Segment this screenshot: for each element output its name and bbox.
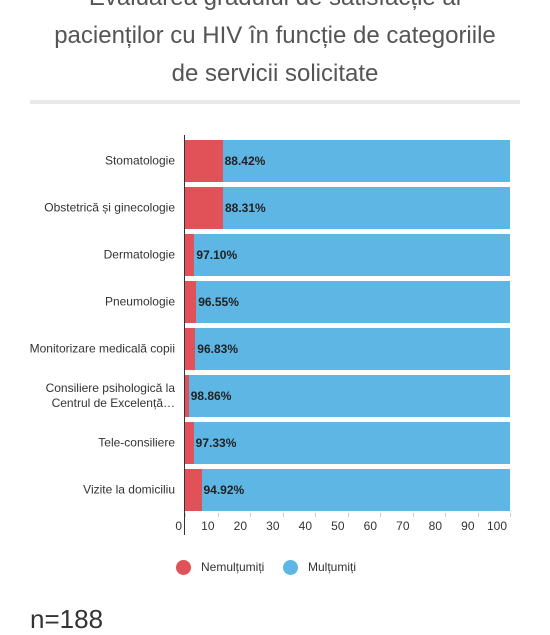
divider bbox=[30, 100, 520, 104]
x-tick-label: 20 bbox=[233, 519, 247, 533]
category-label: Obstetrică și ginecologie bbox=[5, 200, 175, 215]
x-tick-label: 0 bbox=[175, 519, 182, 533]
category-label: Consiliere psihologică la Centrul de Exc… bbox=[5, 381, 175, 411]
category-label: Dermatologie bbox=[5, 247, 175, 262]
category-text: Obstetrică și ginecologie bbox=[44, 200, 175, 214]
x-tick-label: 50 bbox=[331, 519, 345, 533]
tick-mark bbox=[185, 513, 186, 517]
tick-mark bbox=[477, 513, 479, 517]
bar-segment bbox=[201, 468, 510, 511]
category-text: Pneumologie bbox=[104, 294, 175, 308]
page: {"chart_data": {"type": "stacked-bar-hor… bbox=[5, 0, 520, 634]
bar-segment bbox=[185, 280, 197, 323]
category-label: Pneumologie bbox=[5, 294, 175, 309]
tick-mark bbox=[282, 513, 284, 517]
category-text: Vizite la domiciliu bbox=[83, 482, 175, 496]
tick-mark bbox=[380, 513, 381, 517]
bar-segment bbox=[196, 280, 510, 323]
data-label: 88.42% bbox=[224, 153, 266, 168]
tick-mark bbox=[347, 513, 349, 517]
bar-segment bbox=[193, 421, 510, 464]
x-tick-label: 90 bbox=[461, 519, 475, 533]
category-text: Dermatologie bbox=[103, 247, 175, 261]
x-tick-label: 70 bbox=[396, 519, 410, 533]
bar-segment bbox=[195, 327, 510, 370]
category-text: Monitorizare medicală copii bbox=[29, 341, 175, 355]
bar-segment bbox=[185, 421, 194, 464]
x-tick-label: 10 bbox=[201, 519, 215, 533]
data-label: 98.86% bbox=[190, 388, 232, 403]
bar-segment bbox=[222, 186, 510, 229]
x-tick-label: 80 bbox=[428, 519, 442, 533]
tick-mark bbox=[250, 513, 251, 517]
category-label: Tele-consiliere bbox=[5, 435, 175, 450]
bar-segment bbox=[185, 139, 223, 182]
legend-label: Mulțumiți bbox=[308, 560, 357, 574]
category-label: Stomatologie bbox=[5, 153, 175, 168]
category-text: Stomatologie bbox=[104, 153, 175, 167]
x-tick-label: 100 bbox=[486, 519, 507, 533]
tick-mark bbox=[510, 513, 511, 517]
legend-swatch bbox=[176, 560, 191, 575]
tick-mark bbox=[412, 513, 414, 517]
bar-segment bbox=[194, 233, 510, 276]
data-label: 97.10% bbox=[196, 247, 238, 262]
data-label: 94.92% bbox=[203, 482, 245, 497]
category-text: Tele-consiliere bbox=[98, 435, 175, 449]
bar-segment bbox=[185, 327, 196, 370]
y-axis-line bbox=[184, 135, 185, 535]
data-label: 96.83% bbox=[197, 341, 238, 356]
bar-segment bbox=[188, 374, 510, 417]
tick-mark bbox=[445, 513, 446, 517]
chart-title: Evaluarea gradului de satisfacție al pac… bbox=[54, 0, 496, 87]
tick-mark bbox=[217, 513, 219, 517]
x-tick-label: 40 bbox=[298, 519, 312, 533]
category-text: Consiliere psihologică la Centrul de Exc… bbox=[45, 380, 175, 410]
category-label: Monitorizare medicală copii bbox=[5, 341, 175, 356]
x-tick-label: 30 bbox=[266, 519, 280, 533]
legend-swatch bbox=[283, 560, 298, 575]
bar-segment bbox=[185, 186, 223, 229]
data-label: 88.31% bbox=[224, 200, 266, 215]
legend-label: Nemulțumiți bbox=[201, 560, 265, 574]
bar-segment bbox=[185, 468, 202, 511]
category-label: Vizite la domiciliu bbox=[5, 482, 175, 497]
data-label: 96.55% bbox=[198, 294, 239, 309]
bar-segment bbox=[222, 139, 510, 182]
x-tick-label: 60 bbox=[363, 519, 377, 533]
tick-mark bbox=[315, 513, 316, 517]
bar-segment bbox=[185, 233, 195, 276]
data-label: 97.33% bbox=[195, 435, 237, 450]
bar-segment bbox=[185, 374, 189, 417]
